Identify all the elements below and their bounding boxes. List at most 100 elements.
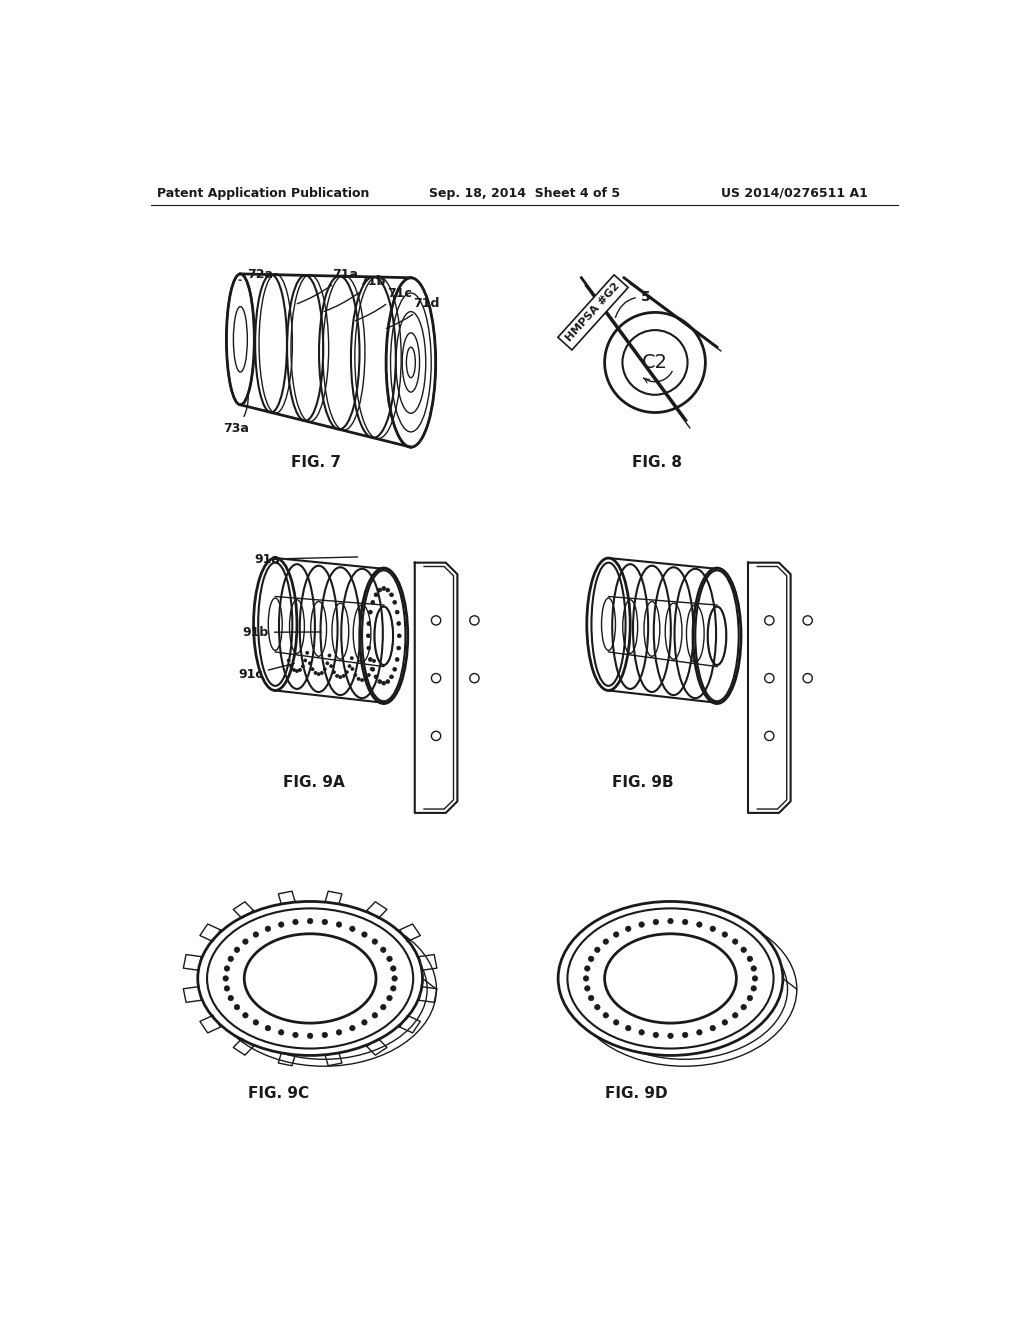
Ellipse shape	[198, 902, 423, 1056]
Circle shape	[224, 986, 229, 991]
Circle shape	[298, 668, 301, 672]
Circle shape	[382, 681, 386, 685]
Text: FIG. 9A: FIG. 9A	[283, 775, 345, 789]
Circle shape	[603, 939, 608, 944]
Circle shape	[372, 939, 378, 944]
Circle shape	[374, 593, 378, 597]
Text: US 2014/0276511 A1: US 2014/0276511 A1	[721, 186, 868, 199]
Circle shape	[668, 919, 673, 924]
Circle shape	[307, 1034, 313, 1039]
Text: Sep. 18, 2014  Sheet 4 of 5: Sep. 18, 2014 Sheet 4 of 5	[429, 186, 621, 199]
Circle shape	[393, 601, 396, 605]
Circle shape	[710, 1026, 716, 1031]
Circle shape	[381, 946, 386, 953]
Circle shape	[682, 1032, 688, 1038]
Circle shape	[732, 939, 738, 944]
Circle shape	[753, 975, 758, 981]
Circle shape	[349, 1026, 355, 1031]
Circle shape	[653, 1032, 658, 1038]
Circle shape	[387, 995, 392, 1001]
Text: 71d: 71d	[386, 297, 439, 329]
Circle shape	[311, 668, 314, 671]
Circle shape	[393, 668, 396, 671]
Text: FIG. 8: FIG. 8	[632, 455, 682, 470]
Ellipse shape	[245, 933, 376, 1023]
Circle shape	[722, 1019, 727, 1026]
Circle shape	[350, 656, 353, 660]
Text: 5: 5	[615, 290, 650, 317]
Circle shape	[295, 669, 299, 673]
Circle shape	[287, 659, 290, 663]
Circle shape	[732, 1012, 738, 1018]
Circle shape	[314, 672, 317, 675]
Circle shape	[390, 986, 396, 991]
Text: 91b: 91b	[243, 626, 322, 639]
Circle shape	[381, 1005, 386, 1010]
Text: 71c: 71c	[355, 286, 412, 321]
Text: 71b: 71b	[325, 276, 385, 312]
Circle shape	[370, 668, 373, 671]
Circle shape	[367, 622, 371, 626]
Circle shape	[348, 664, 351, 668]
Circle shape	[397, 634, 401, 638]
Text: C2: C2	[642, 352, 668, 372]
Circle shape	[639, 1030, 644, 1035]
Circle shape	[324, 668, 327, 671]
Circle shape	[301, 665, 304, 668]
Circle shape	[308, 661, 311, 665]
Circle shape	[595, 1005, 600, 1010]
Circle shape	[293, 1032, 298, 1038]
Circle shape	[682, 919, 688, 924]
Text: 73a: 73a	[223, 396, 250, 434]
Text: FIG. 9B: FIG. 9B	[612, 775, 674, 789]
Circle shape	[328, 653, 331, 657]
Circle shape	[234, 946, 240, 953]
Circle shape	[751, 966, 757, 972]
Text: 91c: 91c	[238, 664, 294, 681]
Circle shape	[323, 919, 328, 924]
Circle shape	[741, 1005, 746, 1010]
Circle shape	[748, 956, 753, 961]
Circle shape	[360, 678, 364, 681]
Circle shape	[342, 675, 345, 677]
Circle shape	[361, 1019, 368, 1026]
Circle shape	[265, 927, 270, 932]
Circle shape	[653, 919, 658, 924]
Circle shape	[395, 610, 399, 614]
Circle shape	[387, 956, 392, 961]
Circle shape	[639, 921, 644, 927]
Circle shape	[345, 671, 348, 673]
Circle shape	[223, 975, 228, 981]
Circle shape	[378, 589, 382, 591]
Circle shape	[228, 995, 233, 1001]
Circle shape	[392, 975, 397, 981]
Circle shape	[585, 986, 590, 991]
Circle shape	[751, 986, 757, 991]
Circle shape	[351, 668, 354, 671]
Circle shape	[330, 664, 333, 668]
Circle shape	[369, 657, 373, 661]
Circle shape	[367, 634, 371, 638]
Circle shape	[603, 1012, 608, 1018]
Circle shape	[336, 1030, 342, 1035]
Circle shape	[378, 680, 382, 684]
Circle shape	[589, 995, 594, 1001]
Circle shape	[395, 657, 399, 661]
Circle shape	[293, 919, 298, 924]
Circle shape	[339, 676, 342, 678]
Circle shape	[390, 966, 396, 972]
Circle shape	[336, 921, 342, 927]
Text: FIG. 9D: FIG. 9D	[604, 1086, 668, 1101]
Circle shape	[336, 675, 339, 677]
Circle shape	[243, 939, 248, 944]
Circle shape	[722, 932, 727, 937]
Text: 91a: 91a	[255, 553, 357, 566]
Ellipse shape	[558, 902, 783, 1056]
Text: 71a: 71a	[297, 268, 358, 304]
Circle shape	[243, 1012, 248, 1018]
Circle shape	[626, 1026, 631, 1031]
Ellipse shape	[604, 933, 736, 1023]
Circle shape	[279, 921, 284, 927]
Circle shape	[373, 660, 376, 663]
Circle shape	[589, 956, 594, 961]
